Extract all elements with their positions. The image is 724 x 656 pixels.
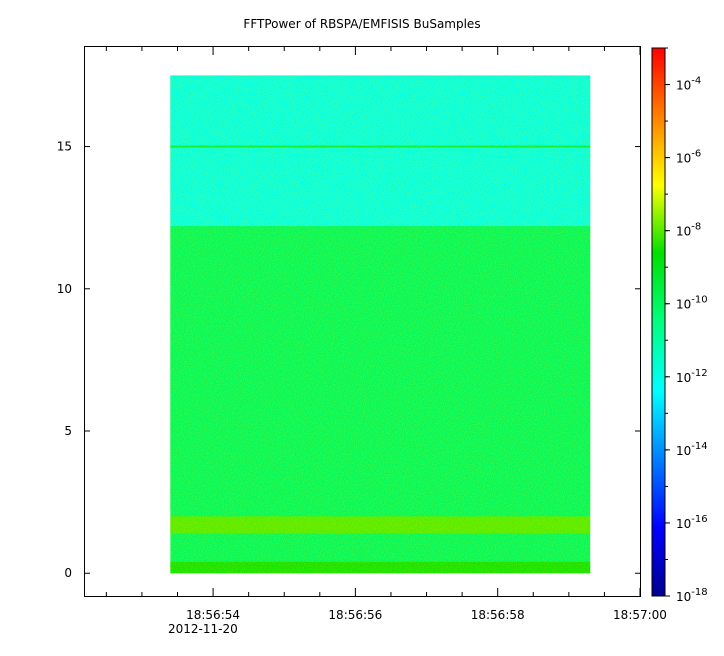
heatmap-area [170,75,591,574]
y-tick-label: 10 [57,282,72,296]
chart-title: FFTPower of RBSPA/EMFISIS BuSamples [243,17,481,31]
x-tick-label: 18:56:54 [186,608,240,622]
colorbar-tick-label: 10-18 [676,587,708,604]
colorbar-tick-label: 10-4 [676,76,701,93]
colorbar [651,47,666,597]
y-tick-label: 15 [57,140,72,154]
y-tick-label: 5 [64,424,72,438]
x-axis: 18:56:54 18:56:56 18:56:58 18:57:00 [105,47,667,622]
y-tick-label: 0 [64,566,72,580]
x-date-label: 2012-11-20 [168,622,238,636]
x-tick-label: 18:57:00 [613,608,667,622]
x-tick-label: 18:56:56 [328,608,382,622]
y-axis: 0 5 10 15 [57,140,640,580]
colorbar-tick-label: 10-12 [676,368,708,385]
colorbar-tick-label: 10-6 [676,149,701,166]
colorbar-tick-label: 10-14 [676,441,708,458]
colorbar-tick-label: 10-8 [676,222,701,239]
colorbar-tick-label: 10-16 [676,514,708,531]
colorbar-tick-label: 10-10 [676,295,708,312]
x-tick-label: 18:56:58 [471,608,525,622]
heatmap-texture [170,75,591,574]
colorbar-axis: 10-18 10-16 10-14 10-12 10-10 10-8 10-6 10-4 [665,47,708,604]
